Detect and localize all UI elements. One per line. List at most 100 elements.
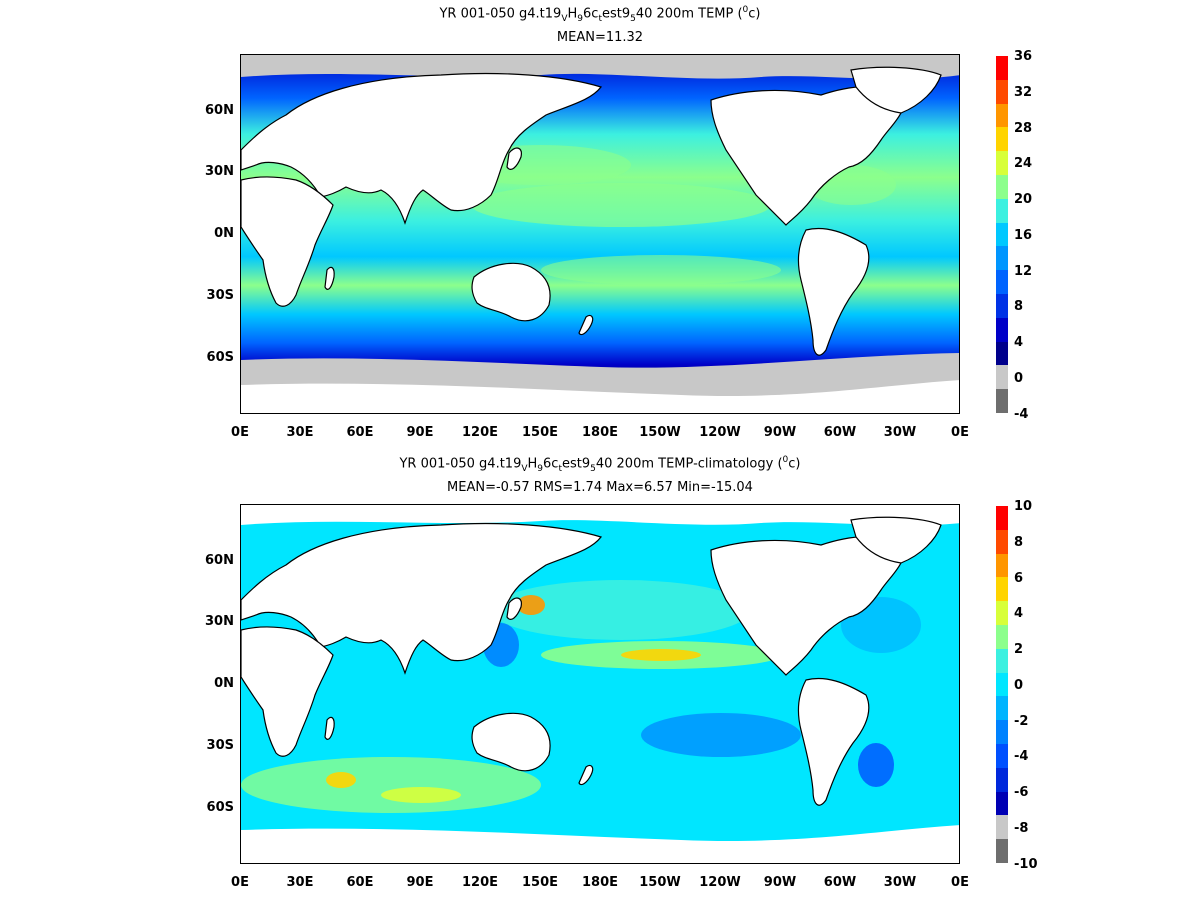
lat-label: 60S bbox=[206, 350, 234, 365]
colorbar-label: 10 bbox=[1014, 499, 1033, 514]
colorbar-label: 8 bbox=[1014, 299, 1024, 314]
colorbar-segment bbox=[996, 720, 1008, 745]
colorbar-segment bbox=[996, 648, 1008, 674]
lon-label: 120W bbox=[699, 425, 741, 440]
colorbar-segment bbox=[996, 744, 1008, 769]
lon-label: 150E bbox=[521, 425, 559, 440]
lon-label: 60E bbox=[346, 425, 374, 440]
colorbar-segment bbox=[996, 365, 1008, 390]
colorbar-segment bbox=[996, 103, 1008, 128]
lon-label: 0E bbox=[951, 875, 969, 890]
colorbar-label: -10 bbox=[1014, 857, 1038, 872]
lon-label: 30W bbox=[883, 425, 917, 440]
colorbar-segment bbox=[996, 270, 1008, 295]
lat-label: 0N bbox=[214, 676, 234, 691]
colorbar-label: 0 bbox=[1014, 678, 1024, 693]
colorbar-label: 36 bbox=[1014, 49, 1033, 64]
colorbar-segment bbox=[996, 506, 1008, 531]
lon-label: 0E bbox=[231, 875, 249, 890]
lon-label: 60W bbox=[823, 875, 857, 890]
colorbar-segment bbox=[996, 151, 1008, 176]
colorbar-segment bbox=[996, 79, 1008, 105]
lon-label: 150E bbox=[521, 875, 559, 890]
colorbar-segment bbox=[996, 389, 1008, 414]
colorbar-segment bbox=[996, 529, 1008, 555]
colorbar-segment bbox=[996, 175, 1008, 200]
map-field bbox=[241, 55, 959, 413]
colorbar-label: 20 bbox=[1014, 192, 1033, 207]
colorbar-label: 16 bbox=[1014, 228, 1033, 243]
colorbar-label: 12 bbox=[1014, 264, 1033, 279]
colorbar bbox=[996, 56, 1008, 414]
colorbar-segment bbox=[996, 198, 1008, 224]
lon-label: 30W bbox=[883, 875, 917, 890]
lat-label: 60N bbox=[205, 553, 234, 568]
colorbar-segment bbox=[996, 222, 1008, 247]
colorbar-segment bbox=[996, 601, 1008, 626]
lon-label: 90E bbox=[406, 875, 434, 890]
colorbar-label: 0 bbox=[1014, 371, 1024, 386]
lat-label: 30S bbox=[206, 738, 234, 753]
colorbar-label: 6 bbox=[1014, 571, 1024, 586]
colorbar-label: -4 bbox=[1014, 407, 1029, 422]
map-field bbox=[241, 505, 959, 863]
lon-label: 30E bbox=[286, 875, 314, 890]
panel-mean-temperature: YR 001-050 g4.t19VH96ctest9540 200m TEMP… bbox=[205, 5, 1033, 440]
colorbar-label: 4 bbox=[1014, 335, 1024, 350]
lon-label: 150W bbox=[639, 875, 681, 890]
colorbar-segment bbox=[996, 317, 1008, 343]
colorbar-label: 8 bbox=[1014, 535, 1024, 550]
lat-label: 30S bbox=[206, 288, 234, 303]
lon-label: 120W bbox=[699, 875, 741, 890]
lon-label: 120E bbox=[461, 425, 499, 440]
lat-label: 60S bbox=[206, 800, 234, 815]
colorbar-segment bbox=[996, 815, 1008, 840]
colorbar-segment bbox=[996, 625, 1008, 650]
world-map bbox=[240, 504, 960, 864]
lon-label: 0E bbox=[231, 425, 249, 440]
colorbar-segment bbox=[996, 791, 1008, 816]
colorbar-label: 24 bbox=[1014, 156, 1033, 171]
colorbar-segment bbox=[996, 577, 1008, 602]
world-map bbox=[240, 54, 960, 414]
colorbar bbox=[996, 506, 1008, 864]
panel-title: YR 001-050 g4.t19VH96ctest9540 200m TEMP… bbox=[439, 5, 761, 24]
lon-label: 60E bbox=[346, 875, 374, 890]
colorbar-label: -4 bbox=[1014, 749, 1029, 764]
panel-stats: MEAN=-0.57 RMS=1.74 Max=6.57 Min=-15.04 bbox=[447, 480, 753, 495]
lat-label: 0N bbox=[214, 226, 234, 241]
lon-label: 0E bbox=[951, 425, 969, 440]
colorbar-label: 28 bbox=[1014, 121, 1033, 136]
lon-label: 60W bbox=[823, 425, 857, 440]
lon-label: 150W bbox=[639, 425, 681, 440]
lon-label: 180E bbox=[581, 425, 619, 440]
lon-label: 90W bbox=[763, 425, 797, 440]
colorbar-label: -2 bbox=[1014, 714, 1029, 729]
colorbar-segment bbox=[996, 246, 1008, 271]
colorbar-label: 32 bbox=[1014, 85, 1033, 100]
panel-temperature-anomaly: YR 001-050 g4.t19VH96ctest9540 200m TEMP… bbox=[0, 450, 1200, 900]
panel-stats: MEAN=11.32 bbox=[556, 30, 644, 45]
colorbar-segment bbox=[996, 672, 1008, 697]
colorbar-segment bbox=[996, 839, 1008, 864]
lat-label: 30N bbox=[205, 614, 234, 629]
lon-label: 90E bbox=[406, 425, 434, 440]
colorbar-label: -6 bbox=[1014, 785, 1029, 800]
colorbar-segment bbox=[996, 696, 1008, 721]
colorbar-label: -8 bbox=[1014, 821, 1029, 836]
lat-label: 30N bbox=[205, 164, 234, 179]
lon-label: 120E bbox=[461, 875, 499, 890]
colorbar-segment bbox=[996, 294, 1008, 319]
panel-title: YR 001-050 g4.t19VH96ctest9540 200m TEMP… bbox=[399, 455, 801, 474]
colorbar-segment bbox=[996, 553, 1008, 578]
colorbar-label: 2 bbox=[1014, 642, 1024, 657]
colorbar-label: 4 bbox=[1014, 606, 1024, 621]
lat-label: 60N bbox=[205, 103, 234, 118]
colorbar-segment bbox=[996, 127, 1008, 152]
lon-label: 90W bbox=[763, 875, 797, 890]
colorbar-segment bbox=[996, 56, 1008, 81]
lon-label: 180E bbox=[581, 875, 619, 890]
colorbar-segment bbox=[996, 767, 1008, 793]
colorbar-segment bbox=[996, 341, 1008, 366]
lon-label: 30E bbox=[286, 425, 314, 440]
